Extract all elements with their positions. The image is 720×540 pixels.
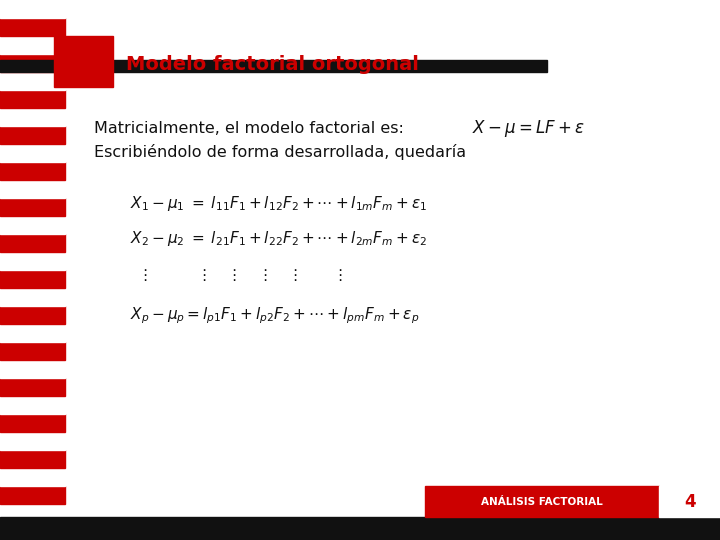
Text: ANÁLISIS FACTORIAL: ANÁLISIS FACTORIAL bbox=[480, 497, 603, 507]
Bar bbox=[0, 60, 547, 72]
Bar bbox=[0, 126, 65, 144]
Bar bbox=[0, 144, 65, 162]
Bar bbox=[0, 198, 65, 216]
Bar bbox=[0, 522, 65, 540]
Text: Modelo factorial ortogonal: Modelo factorial ortogonal bbox=[126, 55, 419, 75]
Bar bbox=[0, 108, 65, 126]
Bar bbox=[0, 360, 65, 378]
Bar bbox=[0, 0, 65, 18]
Bar bbox=[659, 486, 720, 517]
Bar bbox=[0, 36, 65, 54]
Bar bbox=[0, 414, 65, 432]
Bar bbox=[0, 342, 65, 360]
Bar bbox=[0, 54, 65, 72]
Text: 4: 4 bbox=[684, 492, 696, 511]
Bar bbox=[0, 396, 65, 414]
Bar bbox=[0, 180, 65, 198]
Text: $X_p - \mu_p = l_{p1}F_1 + l_{p2}F_2 + \cdots + l_{pm}F_m + \varepsilon_p$: $X_p - \mu_p = l_{p1}F_1 + l_{p2}F_2 + \… bbox=[130, 306, 419, 326]
Bar bbox=[0, 504, 65, 522]
Text: $\vdots \qquad\quad \vdots \quad \vdots \quad \vdots \quad \vdots \qquad \vdots$: $\vdots \qquad\quad \vdots \quad \vdots … bbox=[137, 267, 342, 284]
Bar bbox=[0, 234, 65, 252]
Text: Escribiéndolo de forma desarrollada, quedaría: Escribiéndolo de forma desarrollada, que… bbox=[94, 144, 466, 160]
Bar bbox=[0, 450, 65, 468]
Bar bbox=[0, 324, 65, 342]
Bar bbox=[425, 486, 659, 517]
Bar bbox=[0, 18, 65, 36]
Bar bbox=[0, 378, 65, 396]
Bar bbox=[0, 517, 720, 540]
Bar bbox=[0, 468, 65, 486]
Text: Matricialmente, el modelo factorial es:: Matricialmente, el modelo factorial es: bbox=[94, 121, 403, 136]
Bar bbox=[0, 432, 65, 450]
Bar bbox=[0, 306, 65, 324]
Bar bbox=[0, 162, 65, 180]
Bar bbox=[0, 216, 65, 234]
Bar bbox=[0, 270, 65, 288]
Bar bbox=[0, 72, 65, 90]
Bar bbox=[0, 252, 65, 270]
Bar bbox=[0, 288, 65, 306]
Text: $X_1 - \mu_1 \;=\; l_{11}F_1 + l_{12}F_2 + \cdots + l_{1m}F_m + \varepsilon_1$: $X_1 - \mu_1 \;=\; l_{11}F_1 + l_{12}F_2… bbox=[130, 194, 427, 213]
Bar bbox=[54, 36, 113, 87]
Text: $X - \mu = LF + \varepsilon$: $X - \mu = LF + \varepsilon$ bbox=[472, 118, 585, 139]
Bar bbox=[0, 90, 65, 108]
Text: $X_2 - \mu_2 \;=\; l_{21}F_1 + l_{22}F_2 + \cdots + l_{2m}F_m + \varepsilon_2$: $X_2 - \mu_2 \;=\; l_{21}F_1 + l_{22}F_2… bbox=[130, 229, 426, 248]
Bar bbox=[0, 486, 65, 504]
